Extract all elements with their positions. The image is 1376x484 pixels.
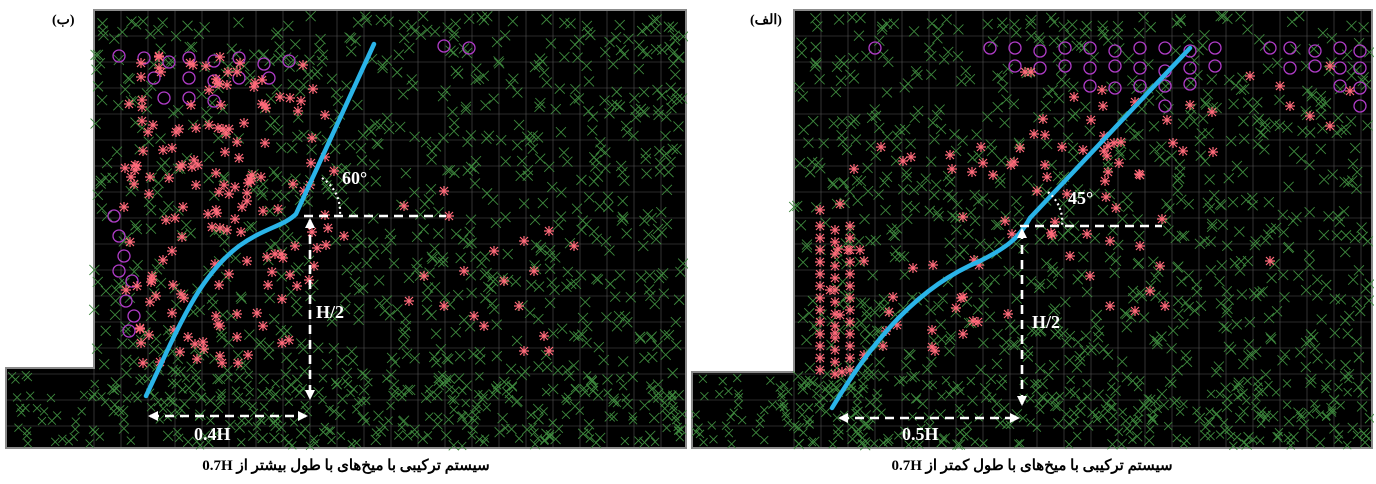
arrow-left <box>148 411 158 421</box>
shear-marks <box>7 10 688 451</box>
arrow-left <box>838 413 848 423</box>
panel-b-plot <box>5 9 688 451</box>
panel-b-label: (ب) <box>52 13 75 28</box>
yield-points <box>119 51 579 368</box>
panel-b-height-label: H/2 <box>316 302 345 322</box>
arrow-up <box>305 218 315 228</box>
panel-alef-caption: سیستم ترکیبی با میخ‌های با طول کمتر از 0… <box>891 458 1173 474</box>
arrow-down <box>305 390 315 400</box>
tension-points <box>107 39 476 338</box>
slip-surface-line <box>143 41 377 399</box>
panel-alef-width-label: 0.5H <box>902 424 939 444</box>
panel-alef-plot <box>691 9 1374 451</box>
yield-points <box>815 61 1355 379</box>
panel-alef-label: (الف) <box>750 13 782 28</box>
panel-b-caption: سیستم ترکیبی با میخ‌های با طول بیشتر از … <box>202 458 490 474</box>
tension-points <box>868 41 1367 113</box>
angle-arc <box>1047 191 1064 227</box>
panel-b: (ب) 60° H/2 0.4H <box>4 6 688 452</box>
panel-alef-angle-label: 45° <box>1068 188 1094 208</box>
panel-b-width-label: 0.4H <box>194 424 231 444</box>
panel-alef: (الف) 45° H/2 0.5H <box>690 6 1374 452</box>
shear-marks <box>691 10 1374 451</box>
arrow-right <box>298 411 308 421</box>
arrow-up <box>1017 228 1027 238</box>
panel-alef-height-label: H/2 <box>1032 312 1061 332</box>
panel-b-angle-label: 60° <box>342 168 368 188</box>
arrow-down <box>1017 396 1027 406</box>
arrow-right <box>1010 413 1020 423</box>
angle-arc <box>321 177 342 215</box>
